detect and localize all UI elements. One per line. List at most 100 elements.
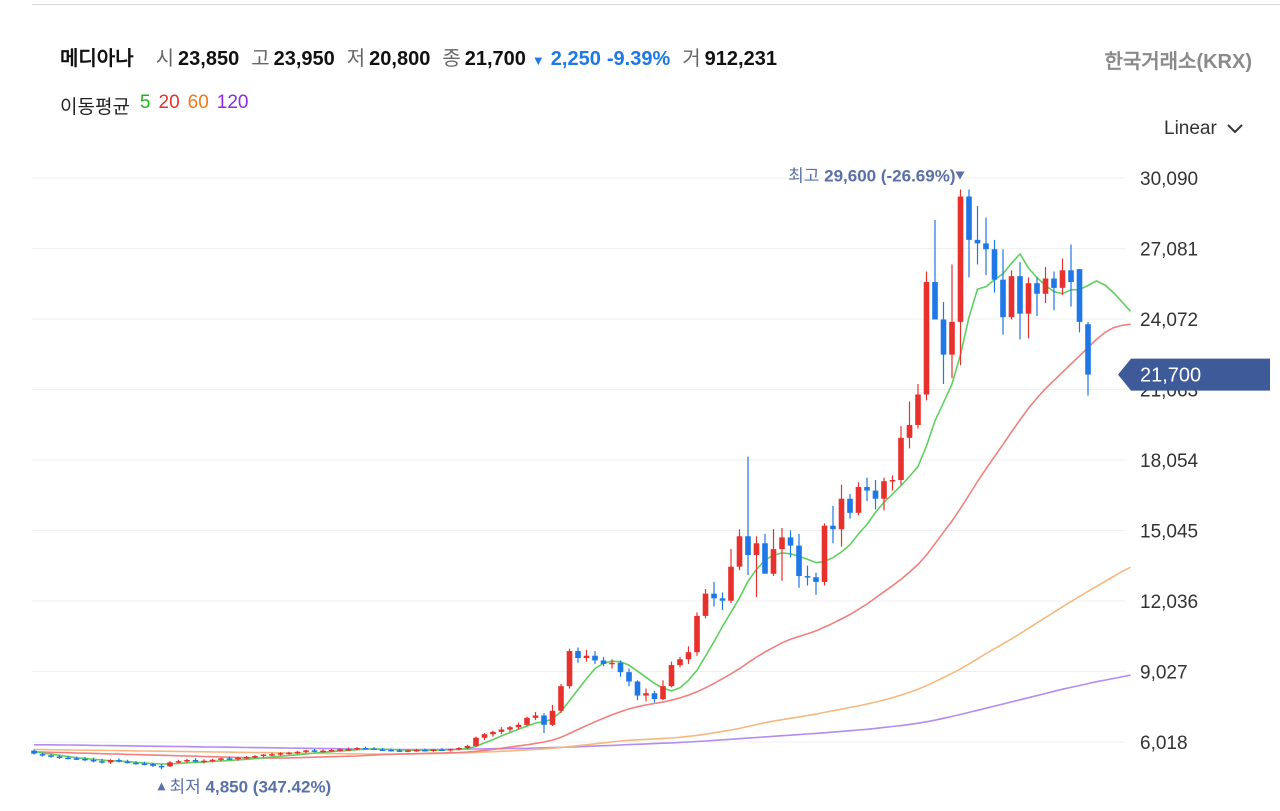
ma-20-legend[interactable]: 20 (158, 92, 180, 113)
y-tick-label: 9,027 (1140, 663, 1188, 684)
candle-body (31, 750, 37, 754)
candle-body (991, 249, 998, 280)
candle-body (294, 751, 301, 754)
ma-5-legend[interactable]: 5 (139, 92, 151, 113)
candle-body (175, 761, 182, 763)
candle-body (974, 239, 981, 244)
candle-body (226, 758, 233, 760)
candle-body (107, 759, 114, 763)
candle-body (677, 659, 683, 666)
low-arrow-icon (157, 782, 166, 791)
candle-body (192, 759, 199, 762)
candle-body (90, 759, 97, 762)
candle-body (430, 749, 437, 751)
candle-body (354, 748, 360, 750)
candle-body (524, 717, 530, 725)
candle-body (422, 749, 428, 752)
candle-body (728, 566, 734, 601)
candle-body (447, 748, 454, 751)
candle-body (634, 681, 641, 696)
candle-body (838, 498, 845, 530)
ma-60-legend[interactable]: 60 (187, 92, 209, 113)
candle-body (651, 693, 658, 700)
candle-body (549, 710, 556, 725)
candle-body (362, 748, 369, 750)
low-label: 저 (346, 48, 366, 70)
candle-body (855, 487, 862, 513)
candle-body (626, 672, 632, 682)
candle-body (566, 651, 573, 687)
candle-body (320, 750, 326, 753)
candle-body (371, 748, 377, 751)
scale-selector[interactable]: Linear (1164, 118, 1243, 140)
candle-body (82, 758, 88, 761)
candle-body (532, 715, 539, 718)
candle-body (303, 750, 309, 752)
candle-body (464, 745, 471, 749)
candle-body (235, 757, 241, 760)
candle-body (583, 655, 590, 659)
candle-body (1017, 276, 1023, 314)
candle-body (711, 593, 717, 599)
volume-value: 912,231 (704, 48, 777, 70)
candle-body (770, 549, 777, 574)
candle-body (821, 525, 828, 582)
moving-average-legend: 이동평균 5 20 60 120 (60, 92, 248, 119)
candle-body (1034, 283, 1040, 294)
price-change: 2,250 (550, 48, 601, 70)
down-arrow-icon: ▼ (531, 53, 545, 68)
candle-body (779, 537, 785, 550)
candle-body (813, 577, 819, 582)
candle-body (668, 665, 675, 687)
candle-body (872, 490, 879, 499)
candle-body (685, 652, 692, 660)
candle-body (643, 693, 649, 696)
candle-body (575, 651, 581, 659)
ma-120-legend[interactable]: 120 (216, 92, 249, 113)
ma-60-line (33, 566, 1131, 755)
current-price-label: 21,700 (1140, 365, 1201, 387)
candle-body (1076, 269, 1083, 322)
high-label: 고 (251, 48, 270, 70)
candle-body (787, 537, 794, 546)
candle-body (940, 319, 947, 355)
candle-body (541, 715, 547, 725)
candle-body (345, 748, 352, 751)
candle-body (864, 487, 870, 491)
candle-body (932, 282, 938, 320)
candle-body (1000, 279, 1006, 318)
ma-5-line (33, 252, 1132, 765)
candle-body (405, 750, 411, 752)
candle-body (915, 394, 921, 425)
close-price: 21,700 (464, 48, 526, 70)
y-tick-label: 12,036 (1140, 592, 1198, 613)
candle-body (736, 536, 743, 567)
ma-20-line (33, 323, 1131, 759)
top-divider (32, 4, 1280, 5)
candle-body (719, 598, 726, 601)
candle-body (48, 755, 54, 757)
candle-body (413, 749, 420, 752)
candle-body (277, 753, 284, 755)
candle-body (1008, 276, 1015, 318)
candle-body (558, 686, 564, 711)
candle-body (456, 748, 462, 750)
candle-body (1068, 270, 1074, 283)
candle-body (337, 749, 343, 751)
candle-body (804, 576, 811, 578)
candle-body (116, 759, 122, 762)
candle-body (898, 437, 904, 481)
candle-body (957, 196, 964, 322)
chevron-down-icon (1227, 124, 1243, 134)
high-annotation: 최고 29,600 (-26.69%) (788, 166, 955, 185)
low-price: 20,800 (369, 48, 431, 70)
ma-120-line (34, 674, 1131, 751)
candle-body (379, 749, 386, 751)
candle-body (396, 750, 403, 752)
candle-body (1025, 283, 1032, 314)
candle-body (881, 481, 887, 499)
y-tick-label: 15,045 (1140, 522, 1198, 543)
exchange-name: 한국거래소(KRX) (1104, 51, 1252, 73)
candle-body (56, 756, 63, 758)
